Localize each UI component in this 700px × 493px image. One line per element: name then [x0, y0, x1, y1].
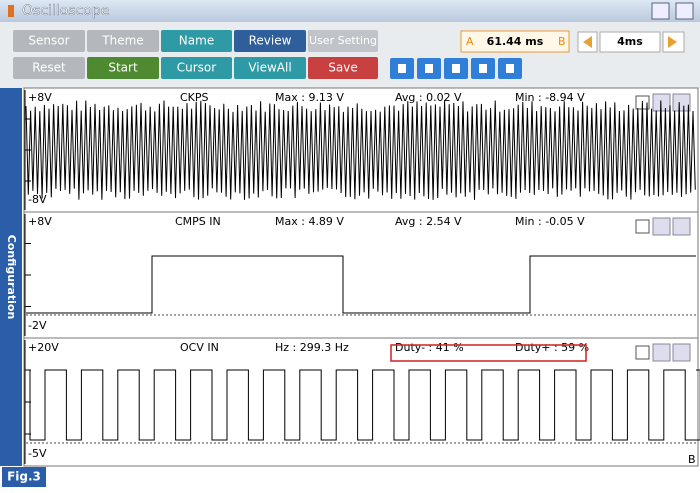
arrow-icon [668, 36, 677, 48]
window-title: Oscilloscope [22, 3, 109, 19]
title-icon [8, 5, 14, 17]
button-label: Name [179, 34, 214, 48]
channel-panel [23, 211, 699, 339]
button[interactable] [234, 30, 306, 52]
button[interactable] [13, 30, 85, 52]
zoom-button[interactable] [652, 217, 671, 236]
checkbox[interactable] [635, 345, 650, 360]
footer [0, 466, 700, 489]
cursor-time: 61.44 ms [487, 35, 544, 48]
cursor-a: A [466, 35, 474, 48]
channel-stat: Avg : 2.54 V [395, 215, 462, 228]
corner-mark: B [688, 453, 696, 466]
checkbox[interactable] [635, 219, 650, 234]
button[interactable] [87, 57, 159, 79]
button-label: Review [249, 34, 292, 48]
range-bottom: -5V [28, 447, 47, 460]
button-label: Start [108, 61, 138, 75]
channel-stat: Duty+ : 59 % [515, 341, 589, 354]
cursor-box [460, 30, 570, 53]
transport-icon [425, 64, 433, 73]
channel-stat: Avg : 0.02 V [395, 91, 462, 104]
button-label: Sensor [28, 34, 69, 48]
channel-name: CKPS [180, 91, 209, 104]
button[interactable] [308, 57, 378, 79]
channel-stat: Min : -8.94 V [515, 91, 585, 104]
channel-stat: Duty- : 41 % [395, 341, 464, 354]
arrow-icon [583, 36, 592, 48]
range-bottom: -2V [28, 319, 47, 332]
button[interactable] [308, 30, 378, 52]
window-button[interactable] [675, 2, 694, 20]
range-bottom: -8V [28, 193, 47, 206]
button-label: Reset [32, 61, 66, 75]
close-button[interactable] [672, 217, 691, 236]
button[interactable] [13, 57, 85, 79]
figure-label: Fig.3 [7, 470, 41, 484]
channel-name: CMPS IN [175, 215, 221, 228]
range-top: +20V [28, 341, 59, 354]
timebase: 4ms [617, 35, 643, 48]
button-label: Theme [101, 34, 143, 48]
button[interactable] [161, 30, 232, 52]
button[interactable] [87, 30, 159, 52]
title-bar [0, 0, 700, 22]
button[interactable] [234, 57, 306, 79]
button-label: Cursor [177, 61, 217, 75]
channel-stat: Hz : 299.3 Hz [275, 341, 349, 354]
close-button[interactable] [672, 93, 691, 112]
channel-panel [23, 337, 699, 467]
figure-label-box [2, 467, 46, 487]
transport-icon [506, 64, 514, 73]
button-label: ViewAll [248, 61, 291, 75]
button-label: User Setting [309, 34, 377, 47]
close-button[interactable] [672, 343, 691, 362]
channel-stat: Max : 4.89 V [275, 215, 344, 228]
side-tab-label: Configuration [5, 235, 18, 320]
window-button[interactable] [651, 2, 670, 20]
range-top: +8V [28, 215, 52, 228]
highlight-box [390, 344, 587, 362]
channel-name: OCV IN [180, 341, 219, 354]
timebase-box [599, 31, 661, 53]
transport-icon [452, 64, 460, 73]
channel-stat: Max : 9.13 V [275, 91, 344, 104]
transport-icon [479, 64, 487, 73]
zoom-button[interactable] [652, 93, 671, 112]
transport-icon [398, 64, 406, 73]
range-top: +8V [28, 91, 52, 104]
zoom-button[interactable] [652, 343, 671, 362]
waveform [26, 369, 700, 441]
button-label: Save [328, 61, 357, 75]
waveform [26, 255, 696, 314]
channel-stat: Min : -0.05 V [515, 215, 585, 228]
side-tab[interactable] [0, 88, 22, 466]
button[interactable] [161, 57, 232, 79]
waveform [25, 100, 696, 200]
cursor-b: B [558, 35, 566, 48]
